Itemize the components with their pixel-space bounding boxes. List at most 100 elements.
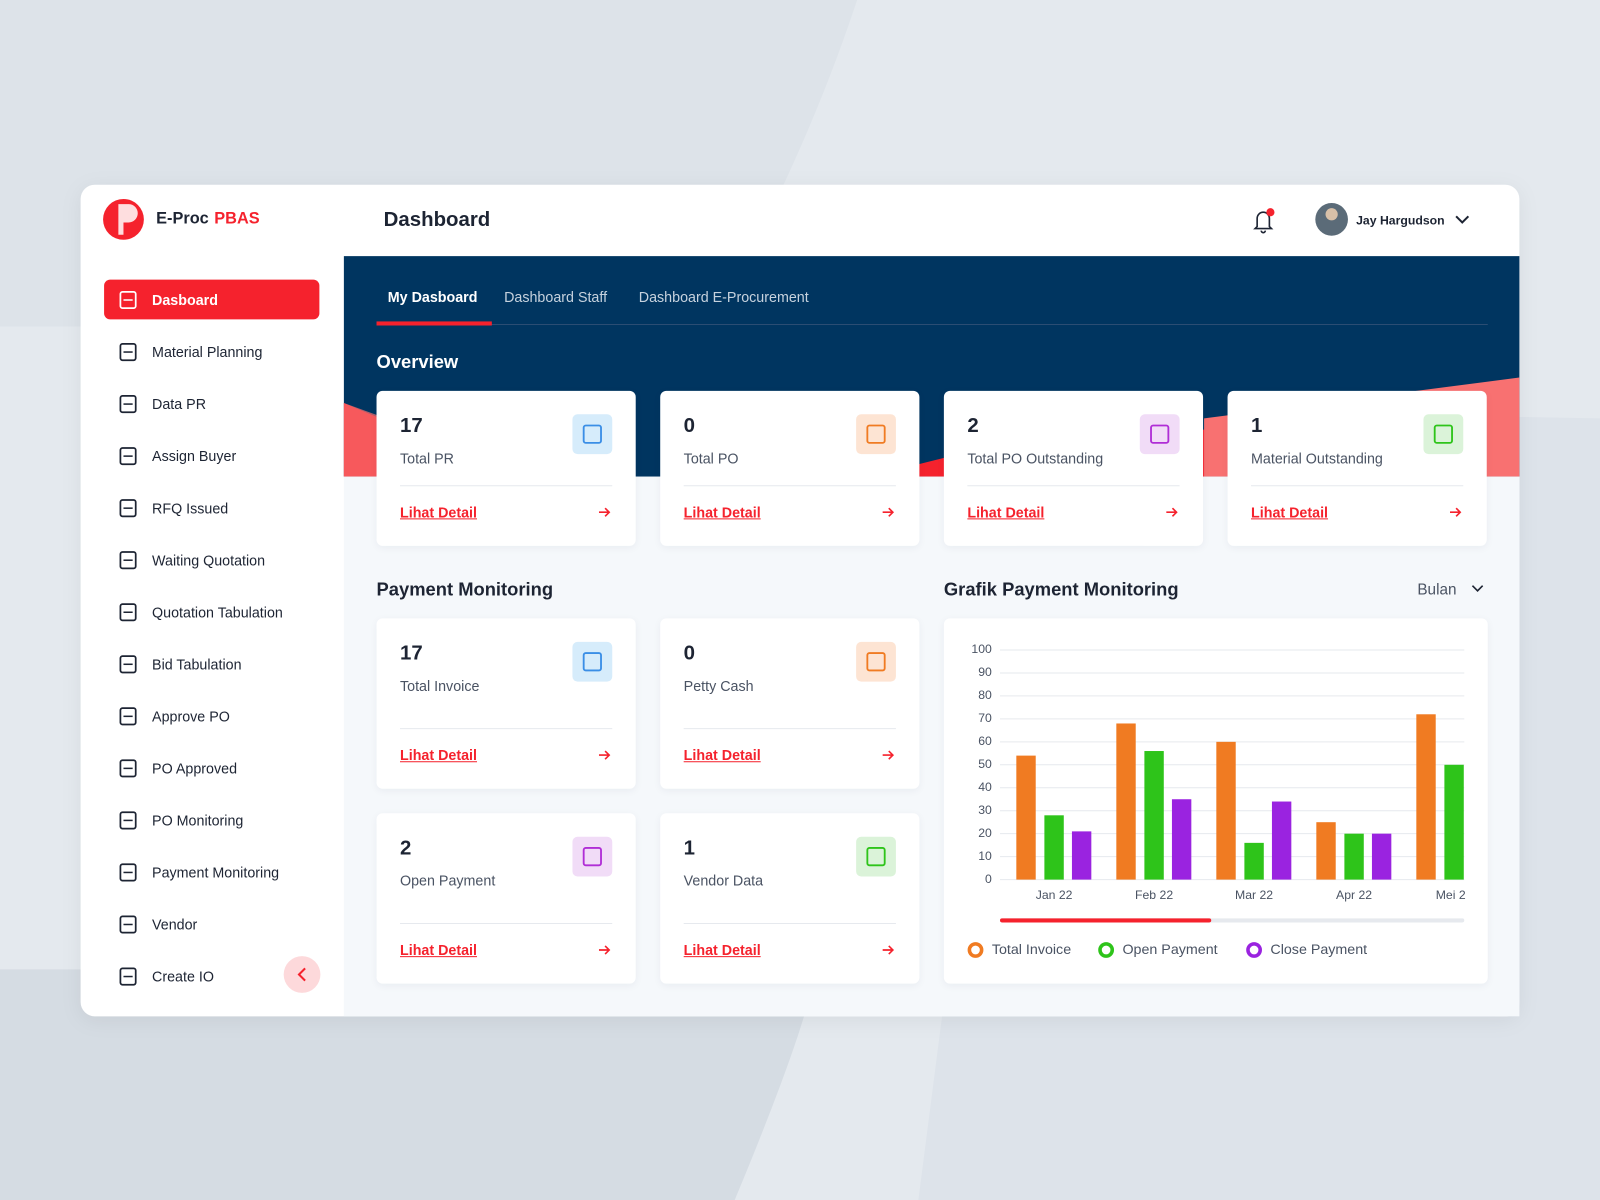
nav-icon [119,395,137,414]
arrow-icon [598,750,611,760]
nav-item[interactable]: Bid Tabulation [152,656,242,673]
nav-icon [119,447,137,466]
page-title: Dashboard [383,208,491,232]
detail-link[interactable]: Lihat Detail [683,504,761,521]
y-tick-label: 100 [971,642,992,656]
card-label: Open Payment [400,872,496,889]
nav-icon [119,655,137,674]
y-tick-label: 70 [978,711,992,725]
bar [1444,764,1464,880]
detail-link[interactable]: Lihat Detail [683,746,761,764]
bar [1144,751,1164,880]
detail-link[interactable]: Lihat Detail [1251,504,1329,521]
user-name[interactable]: Jay Hargudson [1356,213,1445,228]
nav-item[interactable]: Material Planning [152,343,263,361]
nav-item[interactable]: PO Monitoring [152,812,244,829]
detail-link[interactable]: Lihat Detail [400,941,478,959]
nav-item[interactable]: Waiting Quotation [152,552,266,569]
nav-item[interactable]: RFQ Issued [152,500,229,517]
detail-link[interactable]: Lihat Detail [683,941,761,959]
arrow-icon [1166,507,1178,517]
card-icon [582,847,602,867]
card-value: 1 [1251,414,1263,438]
legend-marker [1098,942,1115,958]
bar [1071,831,1092,880]
card-value: 17 [400,642,423,665]
legend-label: Open Payment [1122,942,1217,958]
card-icon [572,414,613,455]
y-tick-label: 80 [978,688,992,702]
card-icon [572,836,613,877]
nav-item[interactable]: Data PR [152,395,207,413]
x-tick-label: Jan 22 [1036,888,1073,902]
app-name-accent: PBAS [214,210,260,228]
tab[interactable]: Dashboard E-Procurement [638,288,809,306]
x-tick-label: Apr 22 [1336,888,1372,902]
card-label: Vendor Data [683,872,764,889]
nav-item[interactable]: PO Approved [152,760,238,777]
detail-link[interactable]: Lihat Detail [400,746,478,764]
card-icon [582,652,602,672]
x-tick-label: Feb 22 [1135,888,1173,902]
card-icon [1139,414,1180,455]
y-tick-label: 0 [985,872,992,886]
nav-icon [119,759,137,778]
card-icon [866,847,886,867]
card-label: Material Outstanding [1251,450,1383,467]
nav-item[interactable]: Assign Buyer [152,447,237,465]
card-value: 1 [683,837,696,860]
bar [1371,833,1392,880]
x-tick-label: Mar 22 [1235,888,1273,902]
bar [1244,842,1264,880]
nav-item[interactable]: Create IO [152,968,214,985]
nav-item[interactable]: Approve PO [152,708,230,725]
card-label: Total PR [400,450,455,467]
detail-link[interactable]: Lihat Detail [400,504,478,521]
nav-item[interactable]: Dasboard [152,291,218,309]
card-icon [856,414,896,455]
bar [1044,815,1064,880]
section-title: Payment Monitoring [376,579,554,600]
legend-label: Close Payment [1270,942,1367,958]
section-title: Overview [376,351,459,372]
tab[interactable]: Dashboard Staff [504,288,608,306]
y-tick-label: 30 [978,803,992,817]
tab[interactable]: My Dasboard [387,288,478,306]
period-select[interactable]: Bulan [1417,581,1457,599]
arrow-icon [598,945,611,955]
bar [1216,741,1236,880]
card-icon [1433,424,1453,444]
arrow-icon [598,507,611,517]
y-tick-label: 60 [978,734,992,748]
card-icon [866,652,886,672]
card-icon [572,641,613,682]
bar [1344,833,1364,880]
arrow-icon [882,507,895,517]
nav-item[interactable]: Quotation Tabulation [152,604,283,621]
legend-marker [1246,942,1262,958]
arrow-icon [882,945,895,955]
nav-icon [119,499,137,518]
nav-item[interactable]: Payment Monitoring [152,864,280,881]
scrollbar-thumb [1000,918,1212,923]
plot: Jan 22 Feb 22 Mar 22 Apr 22 Mei 22 [1016,714,1465,902]
card-icon [1150,424,1170,444]
card-value: 17 [400,414,423,438]
card-icon [866,424,886,444]
card-label: Total Invoice [400,677,480,694]
card-icon [582,424,602,444]
legend-marker [967,942,984,958]
card-label: Total PO Outstanding [967,450,1104,467]
card-icon [1423,414,1464,455]
detail-link[interactable]: Lihat Detail [967,504,1045,521]
arrow-icon [1450,507,1462,517]
card-label: Petty Cash [683,677,754,694]
bar [1316,822,1336,880]
card-value: 0 [683,414,696,438]
nav-item[interactable]: Vendor [152,916,198,933]
nav-icon [119,967,137,986]
bar [1271,801,1292,880]
